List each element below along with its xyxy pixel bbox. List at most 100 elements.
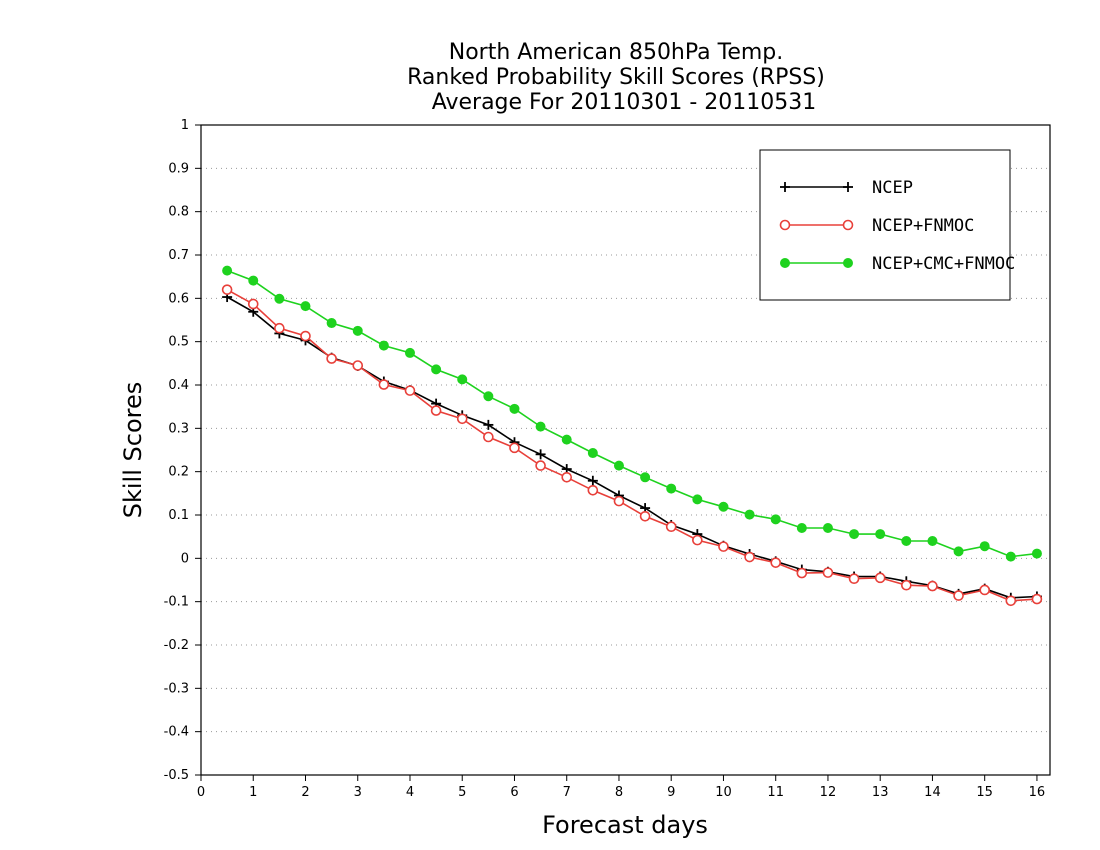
data-point-ncep-cmc-fnmoc	[770, 514, 781, 525]
data-point-ncep-fnmoc	[352, 360, 364, 371]
y-tick-label: 0.1	[168, 508, 189, 523]
y-tick-label: 0.3	[168, 421, 189, 436]
y-tick-label: 0.7	[168, 248, 189, 263]
data-point-ncep-fnmoc	[300, 330, 311, 342]
x-tick-label: 9	[667, 785, 675, 800]
legend-label: NCEP+CMC+FNMOC	[872, 254, 1015, 274]
data-point-ncep-fnmoc	[874, 572, 886, 584]
legend-marker	[780, 258, 790, 268]
y-tick-label: 0.4	[168, 378, 189, 393]
x-tick-label: 0	[197, 785, 205, 800]
data-point-ncep-cmc-fnmoc	[378, 340, 389, 351]
data-point-ncep-cmc-fnmoc	[431, 364, 442, 375]
data-point-ncep-cmc-fnmoc	[927, 536, 938, 546]
data-point-ncep-cmc-fnmoc	[666, 483, 677, 494]
legend-entry-ncep-fnmoc: NCEP+FNMOC	[779, 216, 974, 236]
y-tick-label: -0.5	[164, 768, 189, 783]
series-line-ncep-fnmoc	[226, 288, 1037, 602]
data-point-ncep-fnmoc	[221, 284, 233, 295]
y-tick-label: -0.3	[164, 681, 189, 696]
chart-titles: North American 850hPa Temp. Ranked Proba…	[407, 40, 825, 115]
data-point-ncep-cmc-fnmoc	[1005, 551, 1016, 562]
x-tick-label: 16	[1029, 785, 1046, 800]
data-point-ncep-fnmoc	[692, 534, 703, 546]
data-point-ncep-fnmoc	[927, 580, 938, 592]
y-axis-title: Skill Scores	[119, 382, 147, 519]
data-point-ncep-fnmoc	[822, 567, 834, 578]
x-tick-label: 7	[563, 785, 571, 800]
data-point-ncep-cmc-fnmoc	[849, 529, 860, 540]
data-point-ncep-fnmoc	[247, 298, 259, 310]
series-line-ncep-cmc-fnmoc	[226, 269, 1037, 558]
legend-marker	[843, 258, 853, 268]
x-tick-label: 4	[406, 785, 414, 800]
data-point-ncep-cmc-fnmoc	[796, 523, 807, 533]
legend-label: NCEP+FNMOC	[872, 216, 974, 236]
x-tick-label: 2	[301, 785, 309, 800]
data-point-ncep-fnmoc	[378, 379, 390, 390]
data-point-ncep-cmc-fnmoc	[744, 509, 755, 520]
data-point-ncep-cmc-fnmoc	[692, 494, 703, 505]
y-tick-label: 0.5	[168, 335, 189, 350]
data-point-ncep-fnmoc	[509, 442, 520, 454]
x-tick-label: 1	[249, 785, 257, 800]
y-tick-label: 1	[181, 118, 189, 133]
data-point-ncep-cmc-fnmoc	[718, 501, 729, 512]
series-layer	[221, 265, 1043, 607]
data-point-ncep-fnmoc	[561, 471, 573, 483]
x-tick-label: 12	[820, 785, 837, 800]
data-point-ncep-cmc-fnmoc	[953, 546, 964, 557]
data-point-ncep-cmc-fnmoc	[248, 275, 259, 286]
data-point-ncep-cmc-fnmoc	[613, 460, 624, 471]
data-point-ncep	[587, 475, 598, 486]
x-tick-label: 14	[924, 785, 941, 800]
data-point-ncep-fnmoc	[456, 413, 468, 425]
data-point-ncep-cmc-fnmoc	[300, 301, 311, 312]
legend-marker	[780, 182, 790, 192]
data-point-ncep-cmc-fnmoc	[326, 318, 337, 329]
legend-marker	[779, 219, 791, 231]
chart-title-line-1: North American 850hPa Temp.	[449, 40, 784, 65]
y-tick-label: 0.8	[168, 205, 189, 220]
legend-label: NCEP	[872, 178, 913, 198]
data-point-ncep-cmc-fnmoc	[979, 541, 990, 552]
data-point-ncep-cmc-fnmoc	[1031, 548, 1042, 559]
legend-marker	[843, 182, 853, 192]
data-point-ncep-fnmoc	[587, 484, 599, 496]
data-point-ncep-cmc-fnmoc	[457, 374, 468, 385]
data-point-ncep-cmc-fnmoc	[274, 293, 285, 304]
x-tick-label: 11	[767, 785, 784, 800]
series-ncep-fnmoc	[221, 284, 1043, 607]
legend-entry-ncep: NCEP	[780, 178, 913, 198]
data-point-ncep-cmc-fnmoc	[352, 325, 363, 336]
data-point-ncep-fnmoc	[1031, 593, 1043, 605]
data-point-ncep-fnmoc	[430, 405, 442, 416]
data-point-ncep-cmc-fnmoc	[509, 403, 520, 414]
series-ncep-cmc-fnmoc	[222, 265, 1042, 562]
x-tick-label: 13	[872, 785, 889, 800]
chart-title-line-2: Ranked Probability Skill Scores (RPSS)	[407, 65, 825, 90]
data-point-ncep-fnmoc	[483, 431, 494, 443]
data-point-ncep-fnmoc	[953, 590, 964, 601]
y-tick-label: 0.6	[168, 291, 189, 306]
data-point-ncep-fnmoc	[274, 322, 285, 334]
legend: NCEP NCEP+FNMOC NCEP+CMC+FNMOC	[759, 149, 1015, 301]
x-tick-label: 6	[510, 785, 518, 800]
data-point-ncep-fnmoc	[901, 579, 912, 591]
data-point-ncep-cmc-fnmoc	[901, 536, 912, 546]
x-tick-label: 5	[458, 785, 466, 800]
data-point-ncep-fnmoc	[848, 573, 860, 585]
x-axis-title: Forecast days	[542, 811, 708, 839]
data-point-ncep-cmc-fnmoc	[535, 421, 546, 432]
data-point-ncep-cmc-fnmoc	[404, 347, 415, 358]
data-point-ncep-cmc-fnmoc	[875, 529, 886, 540]
y-tick-label: -0.4	[164, 725, 189, 740]
data-point-ncep-cmc-fnmoc	[822, 523, 833, 533]
axis-ticks: -0.5 -0.4 -0.3 -0.2 -0.1 0 0.1 0.2 0.3 0.4 0.5 0.6 0…	[164, 118, 1046, 800]
data-point-ncep	[535, 449, 546, 460]
y-tick-label: 0.9	[168, 161, 189, 176]
x-tick-label: 8	[615, 785, 623, 800]
data-point-ncep-cmc-fnmoc	[483, 391, 494, 402]
data-point-ncep-fnmoc	[404, 385, 416, 396]
